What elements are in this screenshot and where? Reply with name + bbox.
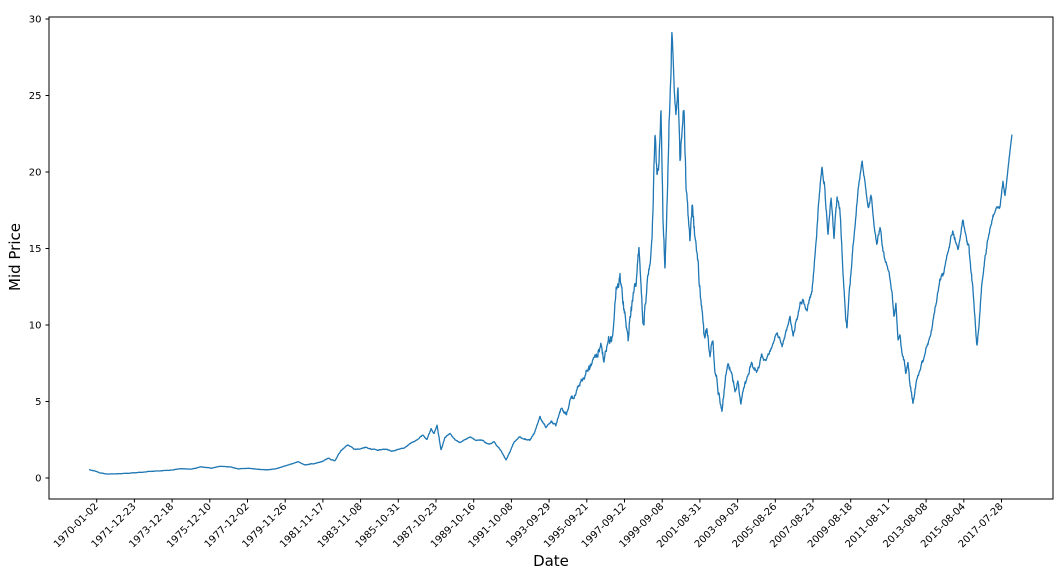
y-tick-label: 25 xyxy=(29,91,42,102)
y-axis-title: Mid Price xyxy=(6,223,24,291)
mid-price-series-line xyxy=(88,31,1013,475)
y-tick-label: 20 xyxy=(29,168,42,179)
y-tick-label: 0 xyxy=(35,474,41,485)
y-tick-label: 10 xyxy=(29,321,42,332)
plot-frame xyxy=(48,16,1054,500)
y-tick-label: 30 xyxy=(29,15,42,26)
y-tick-label: 5 xyxy=(35,397,41,408)
x-axis-title: Date xyxy=(533,552,569,570)
y-tick-label: 15 xyxy=(29,244,42,255)
